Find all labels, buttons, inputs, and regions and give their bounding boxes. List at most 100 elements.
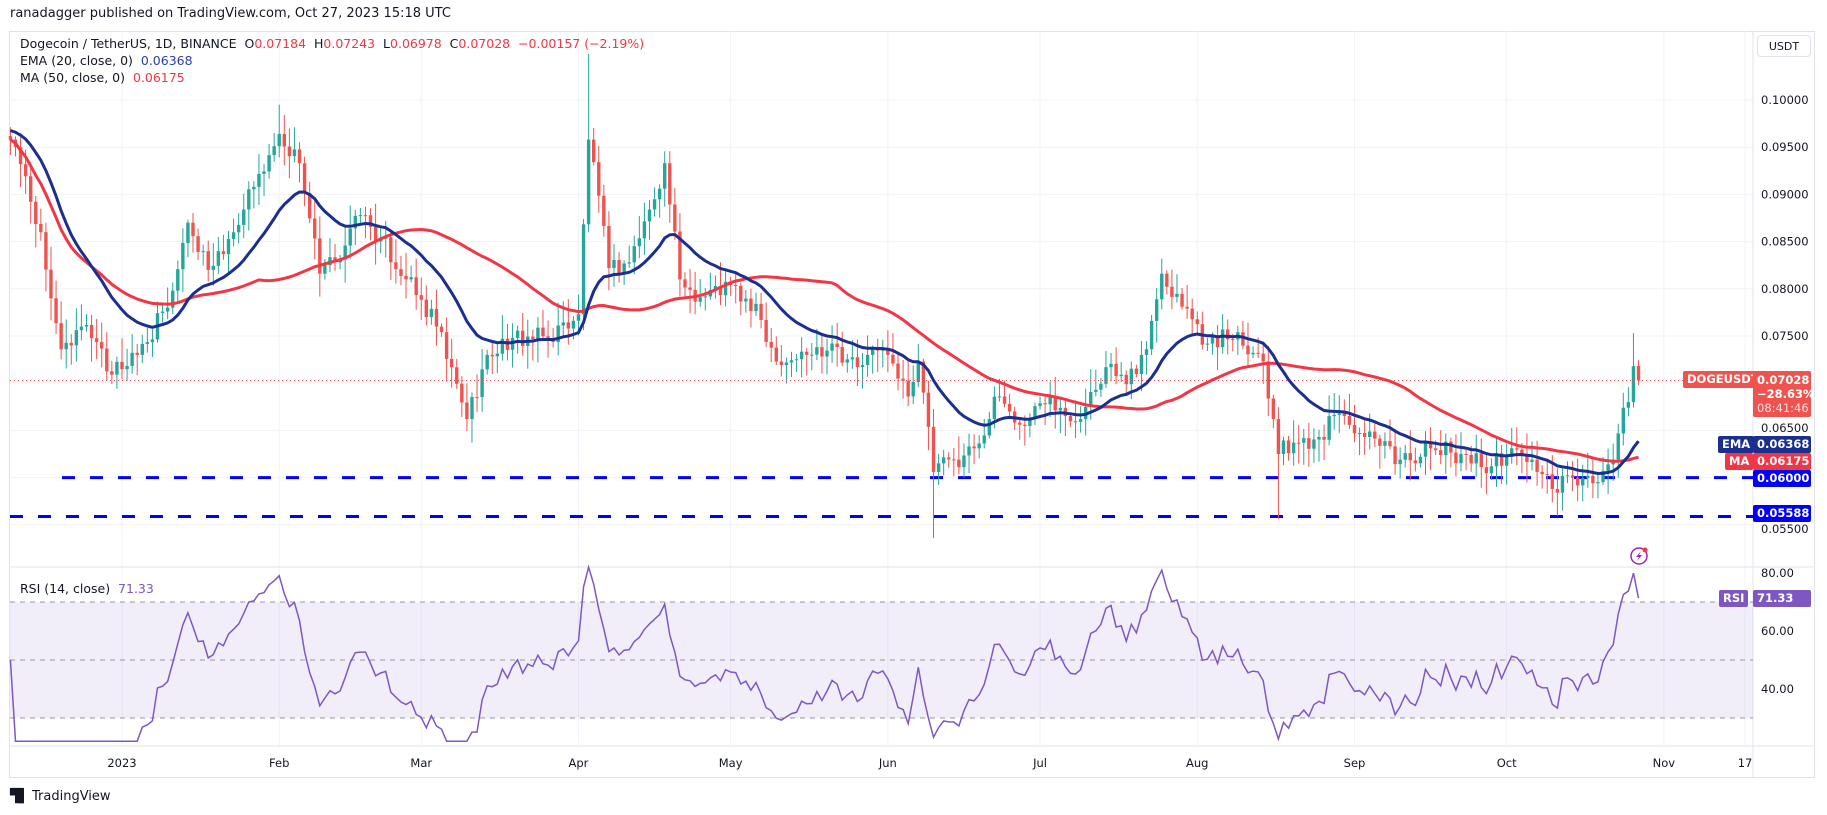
candle-body bbox=[429, 308, 434, 318]
candle-body bbox=[1261, 353, 1265, 362]
candle-body bbox=[739, 285, 743, 302]
candle-body bbox=[389, 237, 393, 263]
candle-body bbox=[632, 246, 636, 263]
candle-body bbox=[125, 365, 129, 370]
candle-body bbox=[617, 260, 621, 274]
ma-legend[interactable]: MA (50, close, 0) 0.06175 bbox=[20, 70, 185, 85]
candle-body bbox=[201, 251, 205, 253]
ema-legend[interactable]: EMA (20, close, 0) 0.06368 bbox=[20, 53, 193, 68]
candle-body bbox=[1322, 437, 1326, 440]
candle-body bbox=[1393, 446, 1397, 465]
candle-body bbox=[495, 353, 500, 357]
candle-body bbox=[434, 308, 439, 327]
rsi-axis-label: 40.00 bbox=[1761, 682, 1794, 696]
candle-body bbox=[257, 173, 261, 187]
candle-body bbox=[1114, 363, 1118, 377]
candle-body bbox=[1190, 308, 1194, 320]
currency-button[interactable]: USDT bbox=[1757, 35, 1811, 57]
candle-body bbox=[987, 419, 992, 436]
candle-body bbox=[1129, 368, 1134, 385]
candle-body bbox=[891, 354, 895, 364]
candle-body bbox=[1302, 438, 1306, 443]
candle-body bbox=[145, 342, 150, 344]
candle-body bbox=[759, 303, 763, 320]
candle-body bbox=[1636, 365, 1641, 381]
candle-body bbox=[1586, 475, 1590, 479]
candle-body bbox=[1601, 470, 1605, 483]
candle-body bbox=[536, 327, 540, 340]
candle-body bbox=[23, 164, 28, 177]
candle-body bbox=[1094, 389, 1098, 392]
candle-body bbox=[1347, 415, 1352, 425]
candle-body bbox=[1368, 431, 1372, 438]
ma-price-badge: 0.06175 bbox=[1753, 453, 1811, 470]
candle-body bbox=[556, 325, 560, 343]
candle-body bbox=[1241, 332, 1245, 346]
candle-body bbox=[231, 232, 236, 240]
price-axis-label: 0.09500 bbox=[1761, 140, 1809, 154]
candle-body bbox=[992, 396, 997, 420]
candle-body bbox=[1398, 459, 1402, 465]
candle-body bbox=[1540, 471, 1544, 475]
candle-body bbox=[941, 457, 946, 464]
lightning-alert-icon[interactable] bbox=[1630, 547, 1648, 565]
candle-body bbox=[414, 277, 418, 296]
candle-body bbox=[1099, 383, 1103, 390]
candle-body bbox=[89, 324, 94, 339]
candle-body bbox=[805, 351, 809, 355]
candle-body bbox=[1185, 306, 1189, 309]
candle-body bbox=[1286, 440, 1291, 454]
candle-body bbox=[363, 215, 368, 217]
candle-body bbox=[1530, 459, 1534, 463]
candle-body bbox=[936, 463, 941, 472]
candle-body bbox=[972, 446, 976, 449]
rsi-value-badge: 71.33 bbox=[1753, 590, 1811, 607]
candle-body bbox=[1018, 422, 1022, 425]
candle-body bbox=[566, 322, 571, 329]
candle-body bbox=[810, 354, 814, 356]
candle-body bbox=[1373, 431, 1377, 439]
candle-body bbox=[455, 367, 459, 384]
candle-body bbox=[860, 365, 865, 368]
candle-body bbox=[1332, 414, 1336, 417]
candle-body bbox=[541, 327, 545, 337]
candle-body bbox=[49, 269, 53, 299]
candle-body bbox=[830, 343, 834, 351]
symbol-badge: DOGEUSDT bbox=[1683, 371, 1763, 388]
candle-body bbox=[1307, 438, 1311, 449]
candle-body bbox=[394, 262, 398, 270]
candle-body bbox=[1312, 439, 1316, 449]
candle-body bbox=[642, 221, 647, 239]
candle-body bbox=[1515, 448, 1519, 450]
candle-body bbox=[120, 361, 124, 370]
candle-body bbox=[1545, 474, 1549, 476]
candle-body bbox=[1499, 453, 1504, 466]
footer-brand[interactable]: ▜▌ TradingView bbox=[10, 789, 111, 804]
candle-body bbox=[490, 354, 494, 357]
candle-body bbox=[1073, 421, 1078, 423]
time-axis-label: Nov bbox=[1653, 756, 1676, 770]
candle-body bbox=[1144, 349, 1149, 355]
candle-body bbox=[845, 359, 849, 363]
last-price-badge: 0.07028 −28.63% 08:41:46 bbox=[1753, 371, 1815, 417]
candle-body bbox=[1180, 293, 1184, 307]
candle-body bbox=[1195, 319, 1199, 325]
candle-body bbox=[1337, 413, 1341, 415]
candle-body bbox=[1134, 368, 1139, 374]
rsi-legend[interactable]: RSI (14, close) 71.33 bbox=[20, 581, 154, 596]
lightning-glyph bbox=[1636, 551, 1642, 561]
candle-body bbox=[718, 285, 723, 296]
candle-body bbox=[774, 347, 778, 362]
candle-body bbox=[1616, 433, 1620, 460]
candle-body bbox=[1525, 454, 1529, 463]
candle-body bbox=[500, 338, 505, 354]
candle-body bbox=[1352, 424, 1357, 434]
candle-body bbox=[165, 307, 170, 312]
candle-body bbox=[977, 443, 981, 449]
candle-body bbox=[196, 236, 200, 252]
candle-body bbox=[855, 357, 860, 368]
candle-body bbox=[1449, 441, 1453, 453]
candle-body bbox=[1327, 416, 1331, 440]
candle-body bbox=[1560, 475, 1565, 493]
